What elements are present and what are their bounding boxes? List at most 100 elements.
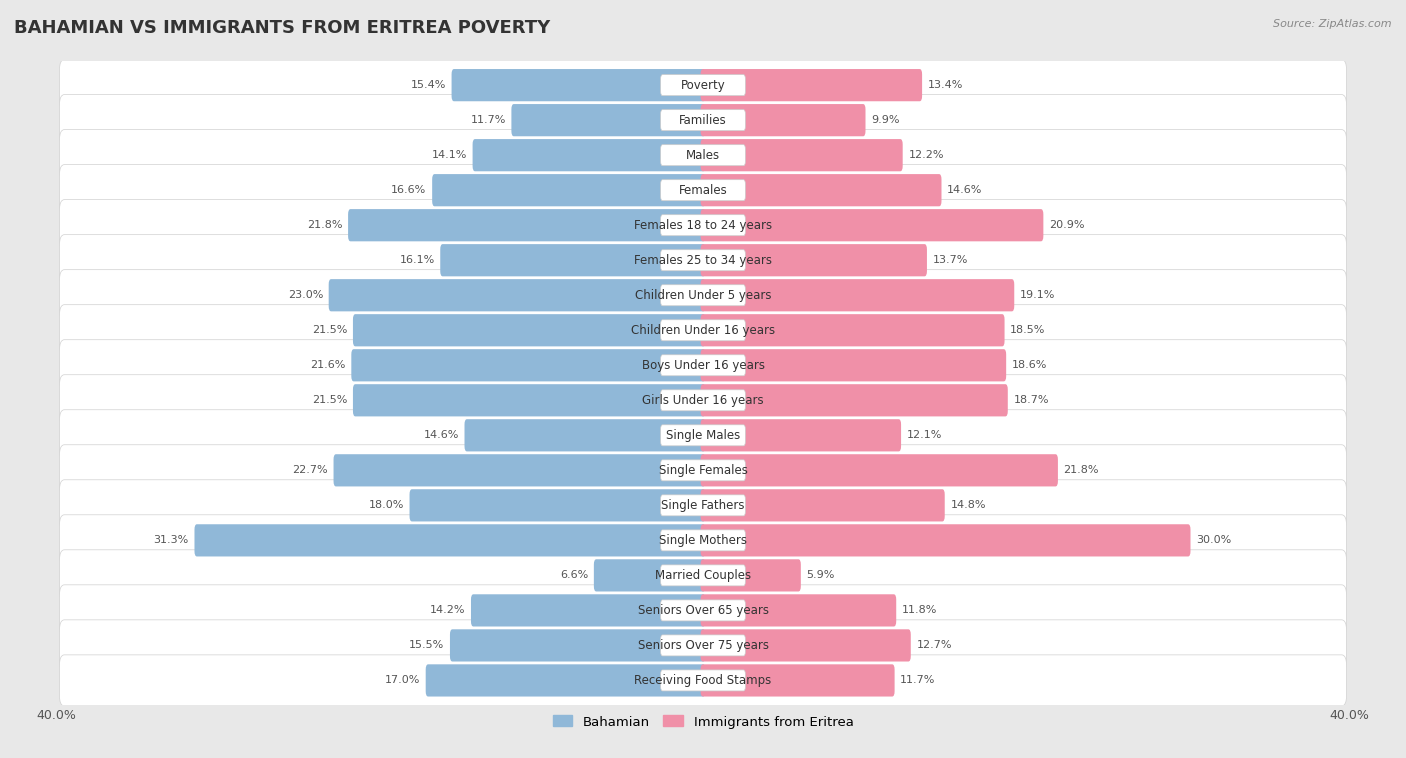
FancyBboxPatch shape <box>700 104 866 136</box>
FancyBboxPatch shape <box>700 314 1004 346</box>
FancyBboxPatch shape <box>661 565 745 586</box>
FancyBboxPatch shape <box>59 235 1347 286</box>
FancyBboxPatch shape <box>59 620 1347 671</box>
FancyBboxPatch shape <box>409 489 706 522</box>
FancyBboxPatch shape <box>700 559 801 591</box>
Text: 19.1%: 19.1% <box>1019 290 1056 300</box>
Text: Children Under 16 years: Children Under 16 years <box>631 324 775 337</box>
Text: Females: Females <box>679 183 727 196</box>
Text: 17.0%: 17.0% <box>385 675 420 685</box>
FancyBboxPatch shape <box>700 419 901 452</box>
FancyBboxPatch shape <box>700 384 1008 416</box>
Text: 13.4%: 13.4% <box>928 80 963 90</box>
FancyBboxPatch shape <box>700 279 1014 312</box>
FancyBboxPatch shape <box>349 209 706 241</box>
Text: Families: Families <box>679 114 727 127</box>
Text: 9.9%: 9.9% <box>872 115 900 125</box>
Text: Married Couples: Married Couples <box>655 569 751 582</box>
FancyBboxPatch shape <box>194 525 706 556</box>
FancyBboxPatch shape <box>471 594 706 627</box>
FancyBboxPatch shape <box>661 145 745 166</box>
Text: 20.9%: 20.9% <box>1049 221 1084 230</box>
FancyBboxPatch shape <box>426 664 706 697</box>
Text: 14.6%: 14.6% <box>423 431 458 440</box>
FancyBboxPatch shape <box>450 629 706 662</box>
Text: 14.8%: 14.8% <box>950 500 986 510</box>
Text: 14.2%: 14.2% <box>430 606 465 615</box>
FancyBboxPatch shape <box>661 320 745 341</box>
FancyBboxPatch shape <box>59 130 1347 180</box>
FancyBboxPatch shape <box>700 69 922 102</box>
Text: 6.6%: 6.6% <box>560 570 588 581</box>
Text: Single Females: Single Females <box>658 464 748 477</box>
Text: 16.6%: 16.6% <box>391 185 426 196</box>
Text: Single Males: Single Males <box>666 429 740 442</box>
FancyBboxPatch shape <box>464 419 706 452</box>
Text: 5.9%: 5.9% <box>807 570 835 581</box>
FancyBboxPatch shape <box>661 460 745 481</box>
Text: 12.2%: 12.2% <box>908 150 943 160</box>
FancyBboxPatch shape <box>661 390 745 411</box>
FancyBboxPatch shape <box>661 355 745 376</box>
FancyBboxPatch shape <box>661 110 745 130</box>
Text: 16.1%: 16.1% <box>399 255 434 265</box>
Text: 18.6%: 18.6% <box>1012 360 1047 370</box>
FancyBboxPatch shape <box>59 410 1347 461</box>
FancyBboxPatch shape <box>432 174 706 206</box>
FancyBboxPatch shape <box>593 559 706 591</box>
FancyBboxPatch shape <box>352 349 706 381</box>
FancyBboxPatch shape <box>700 349 1007 381</box>
Text: 21.5%: 21.5% <box>312 396 347 406</box>
FancyBboxPatch shape <box>661 74 745 96</box>
Text: Boys Under 16 years: Boys Under 16 years <box>641 359 765 371</box>
Text: Source: ZipAtlas.com: Source: ZipAtlas.com <box>1274 19 1392 29</box>
FancyBboxPatch shape <box>661 215 745 236</box>
FancyBboxPatch shape <box>512 104 706 136</box>
FancyBboxPatch shape <box>661 249 745 271</box>
FancyBboxPatch shape <box>472 139 706 171</box>
Text: 21.5%: 21.5% <box>312 325 347 335</box>
FancyBboxPatch shape <box>700 629 911 662</box>
Text: Single Mothers: Single Mothers <box>659 534 747 547</box>
FancyBboxPatch shape <box>700 664 894 697</box>
FancyBboxPatch shape <box>661 635 745 656</box>
Text: 14.6%: 14.6% <box>948 185 983 196</box>
FancyBboxPatch shape <box>59 164 1347 216</box>
FancyBboxPatch shape <box>661 285 745 305</box>
FancyBboxPatch shape <box>59 480 1347 531</box>
Text: Seniors Over 75 years: Seniors Over 75 years <box>637 639 769 652</box>
FancyBboxPatch shape <box>700 209 1043 241</box>
FancyBboxPatch shape <box>329 279 706 312</box>
Text: 21.8%: 21.8% <box>1063 465 1099 475</box>
Text: Receiving Food Stamps: Receiving Food Stamps <box>634 674 772 687</box>
Text: 21.8%: 21.8% <box>307 221 343 230</box>
FancyBboxPatch shape <box>700 454 1057 487</box>
Text: 21.6%: 21.6% <box>311 360 346 370</box>
FancyBboxPatch shape <box>59 585 1347 636</box>
FancyBboxPatch shape <box>661 424 745 446</box>
FancyBboxPatch shape <box>353 314 706 346</box>
Text: 22.7%: 22.7% <box>292 465 328 475</box>
Text: 18.0%: 18.0% <box>368 500 404 510</box>
FancyBboxPatch shape <box>661 495 745 516</box>
Text: Males: Males <box>686 149 720 161</box>
Text: 14.1%: 14.1% <box>432 150 467 160</box>
FancyBboxPatch shape <box>661 180 745 201</box>
FancyBboxPatch shape <box>700 489 945 522</box>
FancyBboxPatch shape <box>59 374 1347 426</box>
Text: 23.0%: 23.0% <box>288 290 323 300</box>
Text: 15.4%: 15.4% <box>411 80 446 90</box>
Text: 18.5%: 18.5% <box>1010 325 1046 335</box>
Text: Females 18 to 24 years: Females 18 to 24 years <box>634 219 772 232</box>
FancyBboxPatch shape <box>700 525 1191 556</box>
FancyBboxPatch shape <box>451 69 706 102</box>
Text: 30.0%: 30.0% <box>1197 535 1232 545</box>
Text: 31.3%: 31.3% <box>153 535 188 545</box>
Text: Children Under 5 years: Children Under 5 years <box>634 289 772 302</box>
Text: 11.7%: 11.7% <box>900 675 935 685</box>
Legend: Bahamian, Immigrants from Eritrea: Bahamian, Immigrants from Eritrea <box>547 710 859 734</box>
FancyBboxPatch shape <box>59 270 1347 321</box>
FancyBboxPatch shape <box>59 305 1347 356</box>
Text: 18.7%: 18.7% <box>1014 396 1049 406</box>
Text: Poverty: Poverty <box>681 79 725 92</box>
